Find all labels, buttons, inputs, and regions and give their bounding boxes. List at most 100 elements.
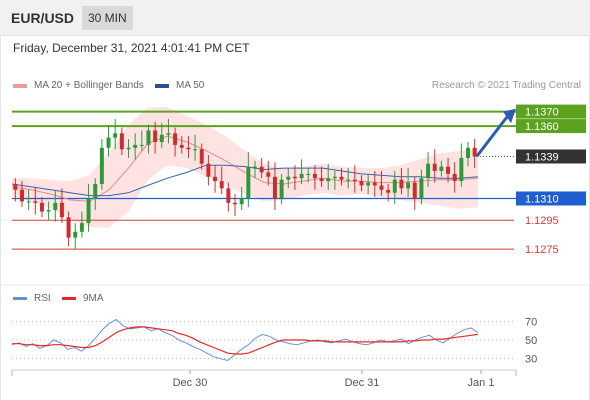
- candle: [292, 165, 297, 190]
- candle-body: [206, 163, 211, 177]
- legend-ma20: MA 20 + Bollinger Bands: [13, 80, 144, 91]
- candle: [226, 182, 231, 212]
- candle-body: [139, 144, 144, 146]
- ma50-line: [11, 164, 479, 197]
- rsi-ma-line: [12, 326, 479, 355]
- resistance-tag-0: [516, 104, 586, 119]
- candle: [146, 124, 151, 154]
- candle: [173, 127, 178, 157]
- candle-body: [93, 184, 98, 199]
- rsi-tick-50: 50: [525, 335, 537, 347]
- candle-body: [259, 166, 264, 173]
- ma20-swatch: [13, 83, 27, 88]
- chart-header: EUR/USD 30 MIN: [0, 0, 590, 36]
- candle: [39, 197, 44, 218]
- candle-body: [119, 133, 124, 150]
- candle: [332, 170, 337, 190]
- candle-body: [213, 176, 218, 182]
- candle-body: [106, 137, 111, 148]
- candle: [446, 157, 451, 183]
- candle: [286, 168, 291, 189]
- rsi-line: [11, 318, 479, 362]
- candle: [359, 175, 364, 192]
- candle: [399, 168, 404, 195]
- candle-body: [113, 133, 118, 138]
- candle: [59, 188, 64, 224]
- candle-body: [166, 133, 171, 135]
- candle: [79, 211, 84, 238]
- copyright-text: Research © 2021 Trading Central: [431, 80, 581, 91]
- candle-body: [286, 176, 291, 180]
- candle-body: [73, 231, 78, 238]
- candle-body: [332, 176, 337, 179]
- candle: [46, 201, 51, 221]
- candle-body: [299, 173, 304, 179]
- candle-body: [406, 182, 411, 189]
- candle: [13, 178, 18, 202]
- symbol-label: EUR/USD: [11, 10, 75, 26]
- candle-body: [179, 144, 184, 148]
- candle-body: [126, 147, 131, 150]
- candle-body: [53, 202, 58, 211]
- ma20-label: MA 20 + Bollinger Bands: [34, 80, 144, 91]
- candle-body: [439, 166, 444, 171]
- time-label-1: Dec 31: [345, 377, 380, 389]
- support-value: 1.1310: [525, 193, 559, 205]
- time-label-2: Jan 1: [468, 377, 495, 389]
- candle-body: [426, 163, 431, 179]
- candle-body: [466, 147, 471, 158]
- candle-body: [319, 178, 324, 182]
- candle: [372, 170, 377, 198]
- rsi-ma-swatch: [62, 297, 76, 300]
- candle-body: [412, 182, 417, 199]
- candle-body: [193, 149, 198, 151]
- candle: [452, 162, 457, 193]
- candle-body: [46, 210, 51, 212]
- candle: [252, 160, 257, 179]
- timeframe-button[interactable]: 30 MIN: [82, 6, 133, 30]
- projection-arrow: [475, 112, 512, 158]
- candle-body: [419, 178, 424, 199]
- candle: [466, 142, 471, 167]
- candle: [366, 173, 371, 195]
- candle-body: [399, 179, 404, 189]
- candle-body: [386, 189, 391, 193]
- candle: [426, 152, 431, 187]
- support-tag: [516, 191, 586, 206]
- candle: [339, 168, 344, 186]
- candle: [133, 133, 138, 160]
- candle: [326, 163, 331, 190]
- ma50-swatch: [155, 83, 169, 88]
- candle-body: [252, 166, 257, 168]
- candle-body: [372, 182, 377, 186]
- candle-body: [233, 202, 238, 205]
- legend-rsi: RSI: [13, 293, 51, 304]
- candle-body: [186, 147, 191, 150]
- candle: [199, 143, 204, 170]
- candle-body: [392, 179, 397, 193]
- candle-body: [26, 201, 31, 203]
- rsi-tick-70: 70: [525, 316, 537, 328]
- candle-body: [153, 130, 158, 142]
- arrow-head: [503, 108, 516, 124]
- candle: [299, 159, 304, 184]
- candle-body: [432, 163, 437, 171]
- time-label-0: Dec 30: [173, 377, 208, 389]
- candle: [319, 166, 324, 187]
- candle-body: [226, 188, 231, 203]
- candle: [379, 170, 384, 196]
- candle-body: [219, 181, 224, 189]
- candle-body: [279, 179, 284, 199]
- current-price-tag: [516, 149, 586, 164]
- candle: [219, 166, 224, 195]
- candle: [459, 143, 464, 187]
- rsi-tick-30: 30: [525, 354, 537, 366]
- candle-body: [39, 202, 44, 212]
- candle-body: [19, 189, 24, 202]
- candle: [259, 157, 264, 179]
- candle: [53, 191, 58, 222]
- candle: [119, 127, 124, 156]
- candle-body: [312, 173, 317, 179]
- candle: [166, 118, 171, 144]
- candle: [472, 139, 477, 169]
